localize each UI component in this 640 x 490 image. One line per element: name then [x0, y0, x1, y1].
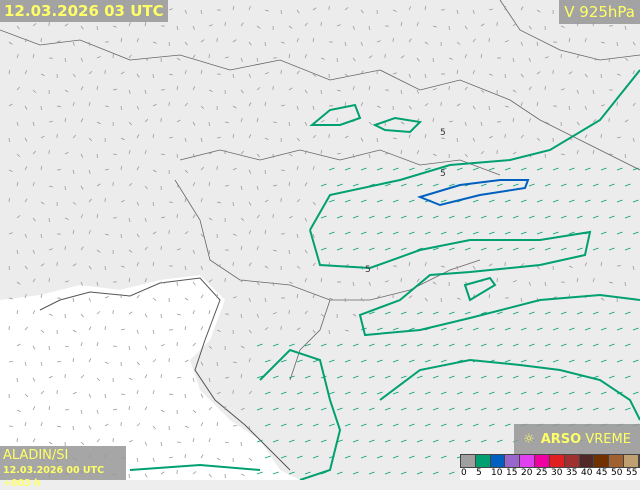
wind-barb	[385, 153, 389, 154]
wind-barb	[97, 86, 98, 90]
legend-tick: 25	[535, 468, 550, 480]
legend-tick: 55	[625, 468, 640, 480]
legend-tick: 35	[565, 468, 580, 480]
legend-swatch	[520, 455, 535, 467]
wind-barb	[209, 122, 210, 126]
legend-tick: 50	[610, 468, 625, 480]
wind-barb	[545, 154, 546, 158]
legend-tick: 40	[580, 468, 595, 480]
wind-barb	[377, 138, 378, 142]
legend-tick: 5	[475, 468, 490, 480]
legend-swatch	[609, 455, 624, 467]
wind-barb	[185, 454, 186, 458]
legend-swatch	[565, 455, 580, 467]
wind-barb	[433, 118, 434, 122]
legend-swatch	[624, 455, 639, 467]
legend-swatch	[505, 455, 520, 467]
wind-barb	[121, 166, 122, 170]
legend-swatch	[476, 455, 491, 467]
legend-tick: 15	[505, 468, 520, 480]
legend-swatch	[550, 455, 565, 467]
brand-light: VREME	[585, 432, 631, 447]
model-info: ALADIN/SI 12.03.2026 00 UTC +003 h	[0, 446, 126, 480]
model-name: ALADIN/SI	[3, 448, 123, 464]
legend-tick: 45	[595, 468, 610, 480]
legend-swatch	[594, 455, 609, 467]
wind-barb	[153, 74, 154, 78]
legend-swatch	[535, 455, 550, 467]
wind-barb	[217, 362, 218, 366]
wind-barb	[601, 134, 602, 138]
contour-label: 5	[440, 169, 446, 179]
wind-barb	[265, 102, 266, 106]
wind-barb	[241, 442, 242, 446]
sun-icon: ☼	[523, 432, 535, 447]
brand-bold: ARSO	[541, 432, 582, 447]
pressure-level-label: V 925hPa	[559, 0, 640, 24]
model-run: 12.03.2026 00 UTC +003 h	[3, 464, 123, 490]
wind-barb	[505, 6, 506, 10]
wind-barb	[65, 186, 66, 190]
legend-tick: 20	[520, 468, 535, 480]
wind-barb	[105, 326, 106, 330]
legend-tick: 10	[490, 468, 505, 480]
wind-barb	[225, 377, 229, 378]
wind-barb	[177, 214, 178, 218]
wind-barb	[233, 202, 234, 206]
wind-barb	[289, 182, 290, 186]
legend-tick: 0	[460, 468, 475, 480]
wind-barb	[73, 426, 74, 430]
wind-barb	[49, 346, 50, 350]
legend-swatch	[461, 455, 476, 467]
legend-swatches	[460, 454, 640, 468]
legend-swatch	[491, 455, 506, 467]
wind-map: 5 5 5	[0, 0, 640, 480]
legend-tick: 30	[550, 468, 565, 480]
contour-label: 5	[365, 265, 371, 275]
valid-time-label: 12.03.2026 03 UTC	[0, 0, 168, 22]
contour-label: 5	[440, 128, 446, 138]
wind-barb	[17, 438, 18, 442]
arso-logo: ☼ ARSO VREME	[514, 424, 640, 454]
legend-swatch	[580, 455, 595, 467]
wind-barb	[129, 406, 130, 410]
wind-barb	[233, 425, 237, 426]
